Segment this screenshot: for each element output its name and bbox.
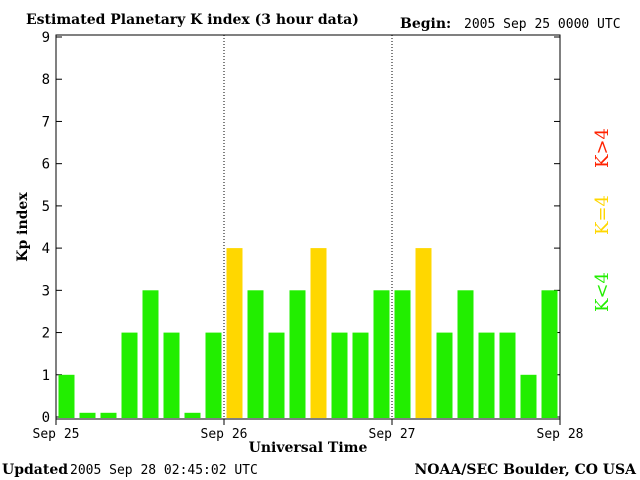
bar-20 — [478, 332, 495, 418]
bar-18 — [436, 332, 453, 418]
legend-k-less-4: K<4 — [592, 272, 613, 312]
bar-22 — [520, 374, 537, 418]
bar-1 — [79, 412, 96, 418]
updated-label: Updated — [2, 462, 68, 478]
y-tick-label-4: 4 — [42, 241, 50, 257]
x-axis-label: Universal Time — [249, 440, 368, 456]
bar-2 — [100, 412, 117, 418]
y-tick-label-8: 8 — [42, 72, 50, 88]
bar-3 — [121, 332, 138, 418]
y-tick-label-2: 2 — [42, 326, 50, 342]
x-axis-ticks: Sep 25 Sep 26 Sep 27 Sep 28 — [33, 419, 584, 442]
bar-12 — [310, 248, 327, 418]
bar-0 — [58, 374, 75, 418]
bar-5 — [163, 332, 180, 418]
y-tick-label-1: 1 — [42, 368, 50, 384]
y-tick-label-9: 9 — [42, 30, 50, 46]
bars-group — [58, 248, 558, 418]
bar-11 — [289, 290, 306, 418]
y-tick-label-0: 0 — [42, 410, 50, 426]
y-axis-label: Kp index — [15, 192, 31, 262]
bar-4 — [142, 290, 159, 418]
chart-title: Estimated Planetary K index (3 hour data… — [26, 12, 359, 28]
y-tick-label-6: 6 — [42, 157, 50, 173]
updated-value: 2005 Sep 28 02:45:02 UTC — [70, 463, 258, 478]
plot-frame — [55, 34, 561, 420]
y-tick-label-7: 7 — [42, 114, 50, 130]
x-tick-label-0: Sep 25 — [33, 427, 80, 442]
x-tick-label-3: Sep 28 — [537, 427, 584, 442]
y-tick-label-5: 5 — [42, 199, 50, 215]
bar-23 — [541, 290, 558, 418]
bar-19 — [457, 290, 474, 418]
source-credit: NOAA/SEC Boulder, CO USA — [415, 462, 638, 478]
begin-value: 2005 Sep 25 0000 UTC — [464, 17, 621, 32]
bar-6 — [184, 412, 201, 418]
bar-10 — [268, 332, 285, 418]
bar-14 — [352, 332, 369, 418]
bar-8 — [226, 248, 243, 418]
bar-21 — [499, 332, 516, 418]
bar-13 — [331, 332, 348, 418]
begin-label: Begin: — [400, 16, 451, 32]
x-tick-label-1: Sep 26 — [201, 427, 248, 442]
x-tick-label-2: Sep 27 — [369, 427, 416, 442]
y-tick-label-3: 3 — [42, 283, 50, 299]
bar-17 — [415, 248, 432, 418]
bar-16 — [394, 290, 411, 418]
bar-7 — [205, 332, 222, 418]
bar-9 — [247, 290, 264, 418]
bar-15 — [373, 290, 390, 418]
legend-k-greater-4: K>4 — [592, 128, 613, 168]
legend-k-equal-4: K=4 — [592, 195, 613, 235]
